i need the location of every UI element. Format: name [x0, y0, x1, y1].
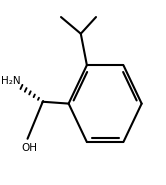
Text: OH: OH: [21, 143, 37, 153]
Text: H₂N: H₂N: [1, 76, 21, 86]
